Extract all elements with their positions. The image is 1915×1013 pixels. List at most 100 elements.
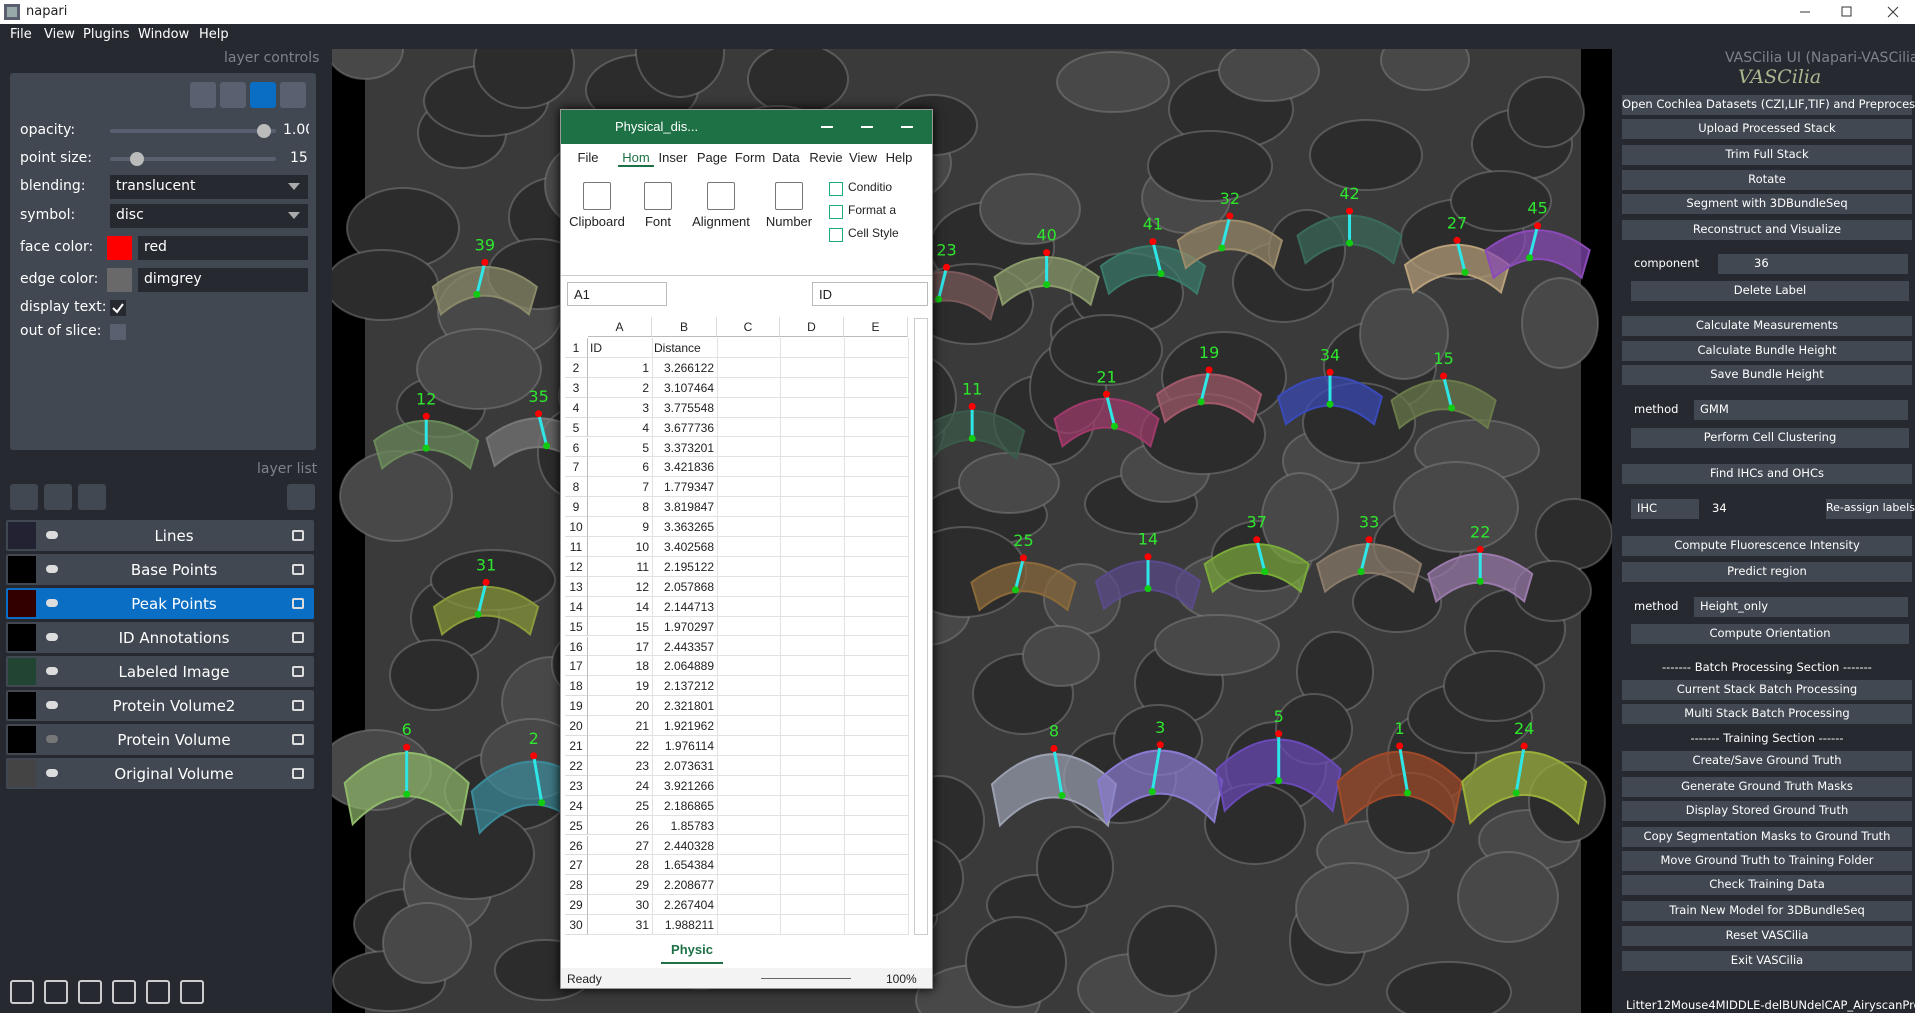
plugin-button[interactable]: Reconstruct and Visualize <box>1622 220 1912 240</box>
visibility-icon[interactable] <box>46 769 58 777</box>
delete-layer[interactable] <box>287 484 315 510</box>
text-field[interactable]: 34 <box>1706 499 1824 519</box>
ribbon-group[interactable]: Font <box>644 214 671 229</box>
plugin-button[interactable]: Current Stack Batch Processing <box>1622 680 1912 700</box>
visibility-icon[interactable] <box>46 667 58 675</box>
menu-item[interactable]: Help <box>199 27 229 42</box>
plugin-button[interactable]: Compute Orientation <box>1631 624 1909 644</box>
plugin-button[interactable]: Upload Processed Stack <box>1622 119 1912 139</box>
cell: 29 <box>635 878 649 893</box>
plugin-button[interactable]: Multi Stack Batch Processing <box>1622 704 1912 724</box>
face-color-swatch[interactable] <box>107 236 132 260</box>
slider-handle[interactable] <box>257 124 271 138</box>
console-button[interactable] <box>44 980 68 1004</box>
style-button[interactable]: Format a <box>848 203 897 217</box>
console-button[interactable] <box>146 980 170 1004</box>
control-label: symbol: <box>20 207 76 223</box>
checkbox[interactable] <box>110 300 126 316</box>
ribbon-tab[interactable]: View <box>849 150 877 165</box>
visibility-icon[interactable] <box>46 735 58 743</box>
plugin-button[interactable]: Trim Full Stack <box>1622 145 1912 165</box>
name-box[interactable]: A1 <box>567 282 667 306</box>
plugin-button[interactable]: Copy Segmentation Masks to Ground Truth <box>1622 827 1912 847</box>
plugin-button[interactable]: Exit VASCilia <box>1622 951 1912 971</box>
plugin-button[interactable]: Create/Save Ground Truth <box>1622 751 1912 771</box>
plugin-button[interactable]: Predict region <box>1622 562 1912 582</box>
style-button[interactable]: Conditio <box>848 180 893 194</box>
ribbon-tab[interactable]: Inser <box>658 150 688 165</box>
console-button[interactable] <box>78 980 102 1004</box>
visibility-icon[interactable] <box>46 701 58 709</box>
tool-button[interactable] <box>250 82 276 108</box>
plugin-button[interactable]: Compute Fluorescence Intensity <box>1622 536 1912 556</box>
visibility-icon[interactable] <box>46 633 58 641</box>
plugin-button[interactable]: Display Stored Ground Truth <box>1622 801 1912 821</box>
plugin-button[interactable]: Train New Model for 3DBundleSeq <box>1622 901 1912 921</box>
peak-point <box>535 410 543 418</box>
plugin-button[interactable]: Reset VASCilia <box>1622 926 1912 946</box>
sheet-tab[interactable]: Physic <box>661 942 723 964</box>
ribbon-tab[interactable]: Help <box>885 150 913 165</box>
plugin-button[interactable]: Open Cochlea Datasets (CZI,LIF,TIF) and … <box>1622 95 1915 115</box>
visibility-icon[interactable] <box>46 565 58 573</box>
cell-outline <box>332 49 404 80</box>
ribbon-group[interactable]: Number <box>765 214 813 229</box>
ribbon-tab[interactable]: Page <box>696 150 728 165</box>
menu-item[interactable]: File <box>10 27 32 42</box>
color-field[interactable]: red <box>138 236 308 260</box>
tool-button[interactable] <box>190 82 216 108</box>
plugin-button[interactable]: Rotate <box>1622 170 1912 190</box>
plugin-button[interactable]: Perform Cell Clustering <box>1631 428 1909 448</box>
ribbon-icon[interactable] <box>775 182 803 210</box>
visibility-icon[interactable] <box>46 599 58 607</box>
layer-tool[interactable] <box>78 484 106 510</box>
window-control[interactable] <box>861 126 873 128</box>
ribbon-tab[interactable]: Revie <box>809 150 843 165</box>
spinbox[interactable]: 36 <box>1718 254 1908 274</box>
formula-box[interactable]: ID <box>812 282 928 306</box>
menu-item[interactable]: Window <box>138 27 190 42</box>
ribbon-tab[interactable]: Form <box>734 150 766 165</box>
height-line <box>475 262 487 295</box>
console-button[interactable] <box>10 980 34 1004</box>
console-button[interactable] <box>112 980 136 1004</box>
style-button[interactable]: Cell Style <box>848 226 899 240</box>
dropdown[interactable]: GMM <box>1694 400 1908 420</box>
window-control[interactable] <box>901 126 913 128</box>
dropdown[interactable]: translucent <box>110 175 308 199</box>
ribbon-group[interactable]: Alignment <box>692 214 750 229</box>
tool-button[interactable] <box>220 82 246 108</box>
tool-button[interactable] <box>280 82 306 108</box>
plugin-button[interactable]: Generate Ground Truth Masks <box>1622 777 1912 797</box>
plugin-button[interactable]: Calculate Bundle Height <box>1622 341 1912 361</box>
plugin-button[interactable]: Check Training Data <box>1622 875 1912 895</box>
edge-color-swatch[interactable] <box>107 268 132 292</box>
plugin-button[interactable]: Calculate Measurements <box>1622 316 1912 336</box>
ribbon-icon[interactable] <box>583 182 611 210</box>
plugin-button[interactable]: Delete Label <box>1631 281 1909 301</box>
plugin-button[interactable]: Re-assign labels <box>1826 499 1915 519</box>
console-button[interactable] <box>180 980 204 1004</box>
visibility-icon[interactable] <box>46 531 58 539</box>
checkbox[interactable] <box>110 324 126 340</box>
ribbon-tab[interactable]: Hom <box>618 150 654 167</box>
ribbon-tab[interactable]: File <box>577 150 599 165</box>
plugin-button[interactable]: Segment with 3DBundleSeq <box>1622 194 1912 214</box>
plugin-button[interactable]: Save Bundle Height <box>1622 365 1912 385</box>
layer-tool[interactable] <box>10 484 38 510</box>
slider-handle[interactable] <box>130 152 144 166</box>
ribbon-icon[interactable] <box>707 182 735 210</box>
menu-item[interactable]: View <box>44 27 75 42</box>
color-field[interactable]: dimgrey <box>138 268 308 292</box>
plugin-button[interactable]: Move Ground Truth to Training Folder <box>1622 851 1912 871</box>
menu-item[interactable]: Plugins <box>83 27 130 42</box>
layer-tool[interactable] <box>44 484 72 510</box>
ribbon-group[interactable]: Clipboard <box>569 214 625 229</box>
dropdown[interactable]: Height_only <box>1694 597 1908 617</box>
ribbon-tab[interactable]: Data <box>772 150 800 165</box>
plugin-button[interactable]: Find IHCs and OHCs <box>1622 464 1912 484</box>
window-control[interactable] <box>821 126 833 128</box>
dropdown[interactable]: IHC <box>1631 499 1699 519</box>
dropdown[interactable]: disc <box>110 204 308 228</box>
ribbon-icon[interactable] <box>644 182 672 210</box>
